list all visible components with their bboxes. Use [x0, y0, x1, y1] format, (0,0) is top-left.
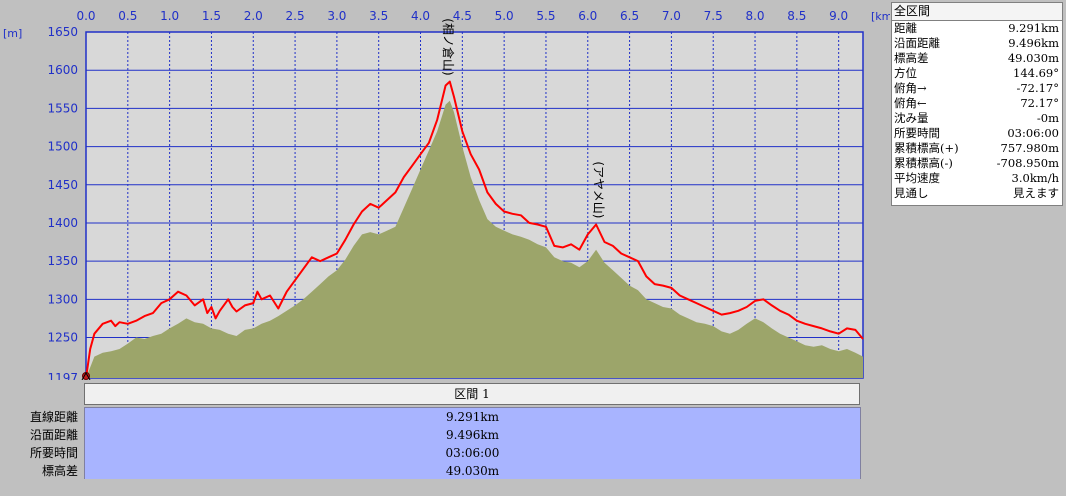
x-tick-label: 7.0 — [662, 9, 681, 23]
summary-row: 標高差 49.030m — [892, 51, 1062, 66]
summary-row-value: 3.0km/h — [1011, 171, 1059, 185]
peak-annotation-label: (相ノ倉山) — [441, 18, 456, 75]
segment-row-label: 標高差 — [41, 464, 78, 478]
x-tick-label: 5.0 — [495, 9, 514, 23]
summary-row: 所要時間 03:06:00 — [892, 126, 1062, 141]
summary-row: 俯角→ -72.17° — [892, 81, 1062, 96]
x-tick-label: 3.0 — [327, 9, 346, 23]
summary-row-label: 見通し — [894, 186, 929, 200]
peak-annotations: (相ノ倉山) (アヤメ山) — [441, 18, 606, 218]
summary-row: 沿面距離 9.496km — [892, 36, 1062, 51]
ground-profile-area — [86, 100, 863, 378]
x-tick-label: 0.0 — [76, 9, 95, 23]
ground-area-path — [86, 100, 863, 378]
peak-annotation-label: (アヤメ山) — [591, 161, 605, 218]
segment-header[interactable]: 区間 1 — [84, 383, 860, 405]
summary-row: 累積標高(+) 757.980m — [892, 141, 1062, 156]
segment-table: 区間 1 直線距離 9.291km 沿面距離 9.496km 所要時間 03:06:00 標… — [0, 381, 864, 479]
summary-row-label: 沈み量 — [894, 111, 929, 125]
summary-row-value: -708.950m — [996, 156, 1059, 170]
y-axis-ticks: 1197 1250 1300 1350 1400 1450 1500 1550 1600 1650 — [47, 25, 78, 380]
elevation-profile-chart: 0.0 0.5 1.0 1.5 2.0 2.5 3.0 3.5 4.0 4.5 5.0 5.5 6.0 6… — [3, 9, 890, 381]
start-marker-icon[interactable] — [81, 371, 91, 381]
summary-row-value: 144.69° — [1013, 66, 1059, 80]
route-elevation-line — [85, 80, 864, 379]
summary-row: 沈み量 -0m — [892, 111, 1062, 126]
summary-row-label: 所要時間 — [894, 126, 940, 140]
x-tick-label: 6.5 — [620, 9, 639, 23]
y-tick-label: 1500 — [47, 140, 78, 154]
x-unit-label: [km] — [871, 10, 890, 23]
y-tick-label: 1197 — [47, 371, 78, 380]
segment-row-value: 9.496km — [85, 427, 860, 443]
summary-row-value: 03:06:00 — [1007, 126, 1059, 140]
summary-row: 平均速度 3.0km/h — [892, 171, 1062, 186]
x-tick-label: 7.5 — [704, 9, 723, 23]
y-tick-label: 1450 — [47, 178, 78, 192]
segment-row-label: 沿面距離 — [29, 428, 78, 442]
y-tick-label: 1250 — [47, 331, 78, 345]
y-tick-label: 1300 — [47, 292, 78, 306]
summary-row-value: 9.496km — [1008, 36, 1059, 50]
x-tick-label: 2.0 — [244, 9, 263, 23]
y-tick-label: 1650 — [47, 25, 78, 39]
summary-row: 距離 9.291km — [892, 21, 1062, 36]
x-tick-label: 5.5 — [536, 9, 555, 23]
x-tick-label: 2.5 — [286, 9, 305, 23]
summary-row: 累積標高(-) -708.950m — [892, 156, 1062, 171]
y-unit-label: [m] — [3, 27, 22, 40]
segment-row-value: 9.291km — [85, 409, 860, 425]
summary-row-label: 俯角← — [894, 96, 927, 110]
x-tick-label: 3.5 — [369, 9, 388, 23]
x-tick-label: 1.0 — [160, 9, 179, 23]
summary-row-label: 距離 — [894, 21, 917, 35]
y-tick-label: 1350 — [47, 254, 78, 268]
y-tick-label: 1400 — [47, 216, 78, 230]
summary-row-value: 9.291km — [1008, 21, 1059, 35]
x-axis-ticks: 0.0 0.5 1.0 1.5 2.0 2.5 3.0 3.5 4.0 4.5 5.0 5.5 6.0 6… — [76, 9, 848, 23]
summary-row-value: 49.030m — [1007, 51, 1059, 65]
route-line-path — [85, 80, 864, 379]
x-tick-label: 6.0 — [578, 9, 597, 23]
y-tick-label: 1550 — [47, 101, 78, 115]
summary-row-label: 標高差 — [894, 51, 929, 65]
x-tick-label: 4.0 — [411, 9, 430, 23]
summary-row: 俯角← 72.17° — [892, 96, 1062, 111]
summary-row-value: 757.980m — [1000, 141, 1059, 155]
segment-row-label: 直線距離 — [29, 410, 78, 424]
segment-row-value: 03:06:00 — [85, 445, 860, 461]
summary-row: 見通し 見えます — [892, 186, 1062, 201]
summary-row-value: -0m — [1036, 111, 1059, 125]
x-tick-label: 9.0 — [829, 9, 848, 23]
y-tick-label: 1600 — [47, 63, 78, 77]
summary-row-label: 累積標高(-) — [894, 156, 953, 170]
summary-panel: 全区間 距離 9.291km 沿面距離 9.496km 標高差 49.030m 方位 144.… — [891, 2, 1063, 206]
x-tick-label: 0.5 — [118, 9, 137, 23]
x-tick-label: 1.5 — [202, 9, 221, 23]
summary-row-label: 方位 — [894, 66, 917, 80]
summary-row: 方位 144.69° — [892, 66, 1062, 81]
summary-row-label: 俯角→ — [894, 81, 927, 95]
x-tick-label: 4.5 — [453, 9, 472, 23]
summary-row-label: 平均速度 — [894, 171, 940, 185]
summary-row-value: -72.17° — [1016, 81, 1059, 95]
summary-row-value: 見えます — [1013, 186, 1059, 200]
segment-row-label: 所要時間 — [29, 446, 78, 460]
x-tick-label: 8.5 — [787, 9, 806, 23]
segment-row-value: 49.030m — [85, 463, 860, 479]
summary-row-label: 累積標高(+) — [894, 141, 959, 155]
x-tick-label: 8.0 — [745, 9, 764, 23]
summary-row-label: 沿面距離 — [894, 36, 940, 50]
summary-title: 全区間 — [892, 3, 1062, 21]
summary-row-value: 72.17° — [1020, 96, 1059, 110]
